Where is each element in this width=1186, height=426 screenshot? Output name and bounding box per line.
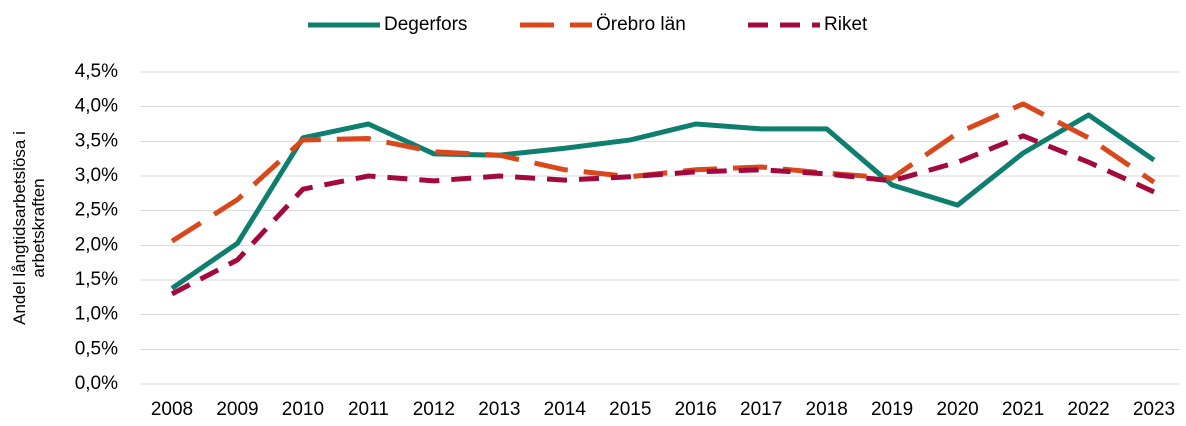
x-tick-label: 2017: [740, 399, 782, 420]
x-tick-label: 2008: [151, 399, 193, 420]
y-tick-label: 1,0%: [75, 304, 118, 325]
x-tick-label: 2022: [1067, 399, 1109, 420]
series-line: [170, 133, 1156, 297]
y-tick-label: 2,0%: [75, 234, 118, 255]
x-tick-label: 2023: [1133, 399, 1175, 420]
x-tick-label: 2021: [1002, 399, 1044, 420]
x-tick-label: 2018: [806, 399, 848, 420]
y-tick-label: 2,5%: [75, 200, 118, 221]
legend-label: Riket: [824, 14, 868, 35]
x-tick-label: 2013: [478, 399, 520, 420]
x-tick-label: 2009: [216, 399, 258, 420]
y-tick-label: 0,0%: [75, 373, 118, 394]
series-line: [170, 112, 1156, 291]
x-tick-label: 2011: [348, 399, 389, 420]
y-axis-label-line: Andel långtidsarbetslösa i: [10, 131, 29, 325]
x-tick-label: 2016: [675, 399, 717, 420]
y-tick-label: 3,0%: [75, 165, 118, 186]
y-tick-label: 3,5%: [75, 130, 118, 151]
y-axis-label-line: arbetskraften: [29, 178, 48, 277]
y-tick-label: 1,5%: [75, 269, 118, 290]
x-tick-label: 2019: [871, 399, 913, 420]
x-tick-label: 2012: [413, 399, 455, 420]
x-tick-label: 2010: [282, 399, 324, 420]
y-tick-label: 0,5%: [75, 338, 118, 359]
x-tick-label: 2015: [609, 399, 651, 420]
series-line: [170, 101, 1156, 244]
y-tick-label: 4,5%: [75, 61, 118, 82]
legend-label: Degerfors: [384, 14, 467, 35]
x-tick-label: 2020: [936, 399, 978, 420]
x-tick-label: 2014: [544, 399, 587, 420]
y-axis-label: Andel långtidsarbetslösa iarbetskraften: [10, 131, 48, 325]
y-tick-label: 4,0%: [75, 96, 118, 117]
legend-label: Örebro län: [596, 14, 686, 35]
